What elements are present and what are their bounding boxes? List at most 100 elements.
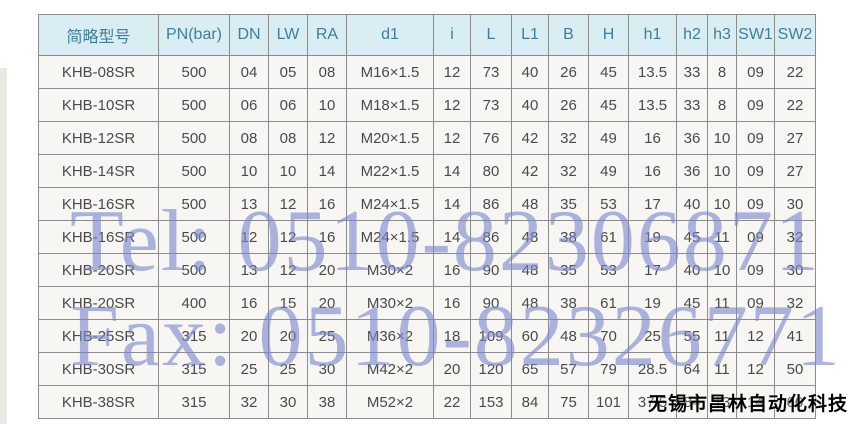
value-cell: 40 (511, 88, 549, 122)
value-cell: 35 (548, 253, 589, 287)
value-cell: 90 (470, 253, 512, 287)
value-cell: 11 (707, 220, 737, 254)
value-cell: 86 (470, 187, 512, 221)
column-header-d1: d1 (346, 14, 434, 56)
value-cell: 48 (548, 319, 589, 353)
column-header-h2: h2 (676, 14, 708, 56)
value-cell: 06 (268, 88, 308, 122)
value-cell: 500 (158, 154, 230, 188)
value-cell: 20 (307, 286, 347, 320)
value-cell: 53 (588, 253, 629, 287)
value-cell: 109 (470, 319, 512, 353)
spec-table: 简略型号 PN(bar) DN LW RA d1 i L L1 B H h1 h… (38, 14, 816, 419)
table-row: KHB-14SR 500 10 10 14 M22×1.5 14 80 42 32 49 16 36 10… (38, 154, 816, 188)
value-cell: 08 (229, 121, 269, 155)
company-label: 无锡市昌林自动化科技 (647, 394, 848, 415)
value-cell: M18×1.5 (346, 88, 434, 122)
value-cell: 32 (548, 154, 589, 188)
model-cell: KHB-30SR (38, 352, 159, 386)
value-cell: 45 (588, 55, 629, 89)
value-cell: 09 (736, 154, 775, 188)
value-cell: 37.5 (628, 385, 677, 419)
value-cell: 41 (774, 319, 816, 353)
table-row: KHB-16SR 500 12 12 16 M24×1.5 14 86 48 38 61 19 45 11… (38, 220, 816, 254)
value-cell: 57 (548, 352, 589, 386)
value-cell: 36 (676, 154, 708, 188)
value-cell: 10 (707, 154, 737, 188)
value-cell: 14 (307, 154, 347, 188)
value-cell: 12 (268, 253, 308, 287)
table-row: KHB-20SR 400 16 15 20 M30×2 16 90 48 38 61 19 45 11 09… (38, 286, 816, 320)
value-cell: 38 (548, 286, 589, 320)
value-cell: 40 (676, 253, 708, 287)
value-cell: 10 (707, 187, 737, 221)
value-cell: 22 (774, 55, 816, 89)
value-cell: 45 (676, 286, 708, 320)
column-header-l: L (470, 14, 512, 56)
value-cell: 500 (158, 121, 230, 155)
value-cell: 26 (548, 88, 589, 122)
value-cell: 30 (774, 187, 816, 221)
model-cell: KHB-20SR (38, 253, 159, 287)
value-cell: 25 (628, 319, 677, 353)
value-cell: 48 (511, 220, 549, 254)
value-cell: 17 (628, 253, 677, 287)
value-cell: 16 (433, 253, 471, 287)
value-cell: 60 (511, 319, 549, 353)
value-cell: 16 (433, 286, 471, 320)
value-cell: 13 (229, 187, 269, 221)
value-cell: 40 (511, 55, 549, 89)
value-cell: 153 (470, 385, 512, 419)
value-cell: 73 (470, 88, 512, 122)
value-cell: 19 (628, 286, 677, 320)
column-header-lw: LW (268, 14, 308, 56)
value-cell: 33 (676, 55, 708, 89)
table-row: KHB-10SR 500 06 06 10 M18×1.5 12 73 40 26 45 13.5 33… (38, 88, 816, 122)
value-cell: 06 (229, 88, 269, 122)
value-cell: 33 (676, 88, 708, 122)
value-cell: 09 (736, 286, 775, 320)
value-cell: 32 (229, 385, 269, 419)
value-cell: 42 (511, 154, 549, 188)
model-cell: KHB-08SR (38, 55, 159, 89)
value-cell: 48 (511, 253, 549, 287)
value-cell: 61 (588, 220, 629, 254)
column-header-h3: h3 (707, 14, 737, 56)
table-body: KHB-08SR 500 04 05 08 M16×1.5 12 73 40 26 45 13.5 33… (38, 55, 816, 419)
value-cell: 30 (774, 253, 816, 287)
value-cell: 90 (470, 286, 512, 320)
model-cell: KHB-16SR (38, 187, 159, 221)
value-cell: 315 (158, 385, 230, 419)
value-cell: 20 (268, 319, 308, 353)
value-cell: 10 (229, 154, 269, 188)
value-cell: 61 (588, 286, 629, 320)
value-cell: 08 (307, 55, 347, 89)
value-cell: 70 (588, 319, 629, 353)
value-cell: 32 (548, 121, 589, 155)
model-cell: KHB-10SR (38, 88, 159, 122)
value-cell: 14 (433, 220, 471, 254)
value-cell: 38 (307, 385, 347, 419)
model-cell: KHB-12SR (38, 121, 159, 155)
model-cell: KHB-14SR (38, 154, 159, 188)
value-cell: 48 (511, 187, 549, 221)
value-cell: 09 (736, 88, 775, 122)
value-cell: 35 (548, 187, 589, 221)
value-cell: 400 (158, 286, 230, 320)
value-cell: 42 (511, 121, 549, 155)
value-cell: 79 (588, 352, 629, 386)
value-cell: 12 (433, 88, 471, 122)
value-cell: 09 (736, 55, 775, 89)
value-cell: 73 (470, 55, 512, 89)
value-cell: 13.5 (628, 55, 677, 89)
model-cell: KHB-25SR (38, 319, 159, 353)
value-cell: 11 (707, 352, 737, 386)
value-cell: 32 (774, 220, 816, 254)
table-row: KHB-38SR 315 32 30 38 M52×2 22 153 84 75 101 37.5 84… (38, 385, 816, 419)
value-cell: 30 (268, 385, 308, 419)
value-cell: 13.5 (628, 88, 677, 122)
value-cell: 38 (548, 220, 589, 254)
value-cell: 10 (307, 88, 347, 122)
column-header-sw2: SW2 (774, 14, 816, 56)
